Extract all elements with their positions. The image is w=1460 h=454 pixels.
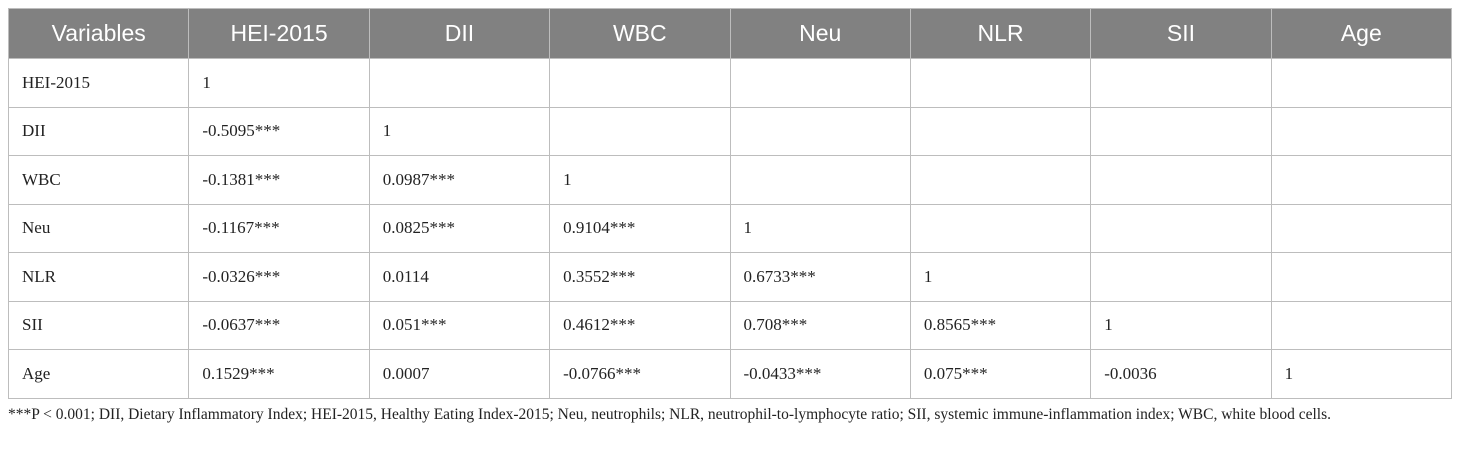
cell: -0.1167*** <box>188 203 370 253</box>
empty-cell <box>909 203 1092 253</box>
cell: 0.0987*** <box>368 155 551 205</box>
header-cell: Neu <box>729 8 911 59</box>
row-label: HEI-2015 <box>7 58 190 108</box>
empty-cell <box>1090 106 1272 156</box>
empty-cell <box>729 155 911 205</box>
cell: 0.9104*** <box>549 203 731 253</box>
cell: -0.0766*** <box>549 349 731 399</box>
header-cell: SII <box>1090 8 1272 59</box>
correlation-table: Variables HEI-2015 DII WBC Neu NLR SII Age HEI-… <box>7 8 1453 399</box>
empty-cell <box>1270 106 1453 156</box>
row-label: WBC <box>7 155 190 205</box>
cell: 1 <box>188 58 370 108</box>
cell: 0.6733*** <box>729 252 911 302</box>
table-row: WBC -0.1381*** 0.0987*** 1 <box>7 155 1453 205</box>
cell: 0.1529*** <box>188 349 370 399</box>
empty-cell <box>729 106 911 156</box>
cell: -0.1381*** <box>188 155 370 205</box>
header-cell: Variables <box>7 8 190 59</box>
header-row: Variables HEI-2015 DII WBC Neu NLR SII Age <box>7 8 1453 59</box>
header-cell: NLR <box>909 8 1092 59</box>
header-cell: Age <box>1270 8 1453 59</box>
table-row: HEI-2015 1 <box>7 58 1453 108</box>
header-cell: HEI-2015 <box>188 8 370 59</box>
empty-cell <box>368 58 551 108</box>
row-label: Age <box>7 349 190 399</box>
empty-cell <box>549 106 731 156</box>
empty-cell <box>1090 58 1272 108</box>
cell: -0.0637*** <box>188 300 370 350</box>
empty-cell <box>1270 155 1453 205</box>
cell: -0.0433*** <box>729 349 911 399</box>
cell: -0.0036 <box>1090 349 1272 399</box>
empty-cell <box>1270 58 1453 108</box>
cell: 0.0114 <box>368 252 551 302</box>
empty-cell <box>1270 300 1453 350</box>
footnote: ***P < 0.001; DII, Dietary Inflammatory … <box>8 406 1331 423</box>
empty-cell <box>909 155 1092 205</box>
row-label: DII <box>7 106 190 156</box>
empty-cell <box>1270 203 1453 253</box>
cell: -0.5095*** <box>188 106 370 156</box>
empty-cell <box>909 58 1092 108</box>
cell: 0.8565*** <box>909 300 1092 350</box>
cell: 0.075*** <box>909 349 1092 399</box>
cell: 1 <box>1090 300 1272 350</box>
table-row: Neu -0.1167*** 0.0825*** 0.9104*** 1 <box>7 203 1453 253</box>
cell: 0.051*** <box>368 300 551 350</box>
cell: 0.0825*** <box>368 203 551 253</box>
header-cell: DII <box>368 8 551 59</box>
table-row: SII -0.0637*** 0.051*** 0.4612*** 0.708*** 0.… <box>7 300 1453 350</box>
cell: 1 <box>368 106 551 156</box>
cell: 0.4612*** <box>549 300 731 350</box>
empty-cell <box>729 58 911 108</box>
cell: 1 <box>909 252 1092 302</box>
table-row: Age 0.1529*** 0.0007 -0.0766*** -0.0433*** 0.… <box>7 349 1453 399</box>
empty-cell <box>1090 203 1272 253</box>
cell: 0.3552*** <box>549 252 731 302</box>
row-label: SII <box>7 300 190 350</box>
cell: 1 <box>1270 349 1453 399</box>
header-cell: WBC <box>549 8 731 59</box>
empty-cell <box>1090 252 1272 302</box>
row-label: NLR <box>7 252 190 302</box>
cell: 1 <box>729 203 911 253</box>
table-body: HEI-2015 1 DII -0.5095*** 1 WBC -0.1381*** 0.09… <box>7 58 1453 399</box>
empty-cell <box>1270 252 1453 302</box>
cell: -0.0326*** <box>188 252 370 302</box>
empty-cell <box>1090 155 1272 205</box>
table-header: Variables HEI-2015 DII WBC Neu NLR SII Age <box>7 8 1453 59</box>
cell: 0.0007 <box>368 349 551 399</box>
table-row: DII -0.5095*** 1 <box>7 106 1453 156</box>
empty-cell <box>909 106 1092 156</box>
empty-cell <box>549 58 731 108</box>
cell: 0.708*** <box>729 300 911 350</box>
row-label: Neu <box>7 203 190 253</box>
table-row: NLR -0.0326*** 0.0114 0.3552*** 0.6733*** 1 <box>7 252 1453 302</box>
cell: 1 <box>549 155 731 205</box>
